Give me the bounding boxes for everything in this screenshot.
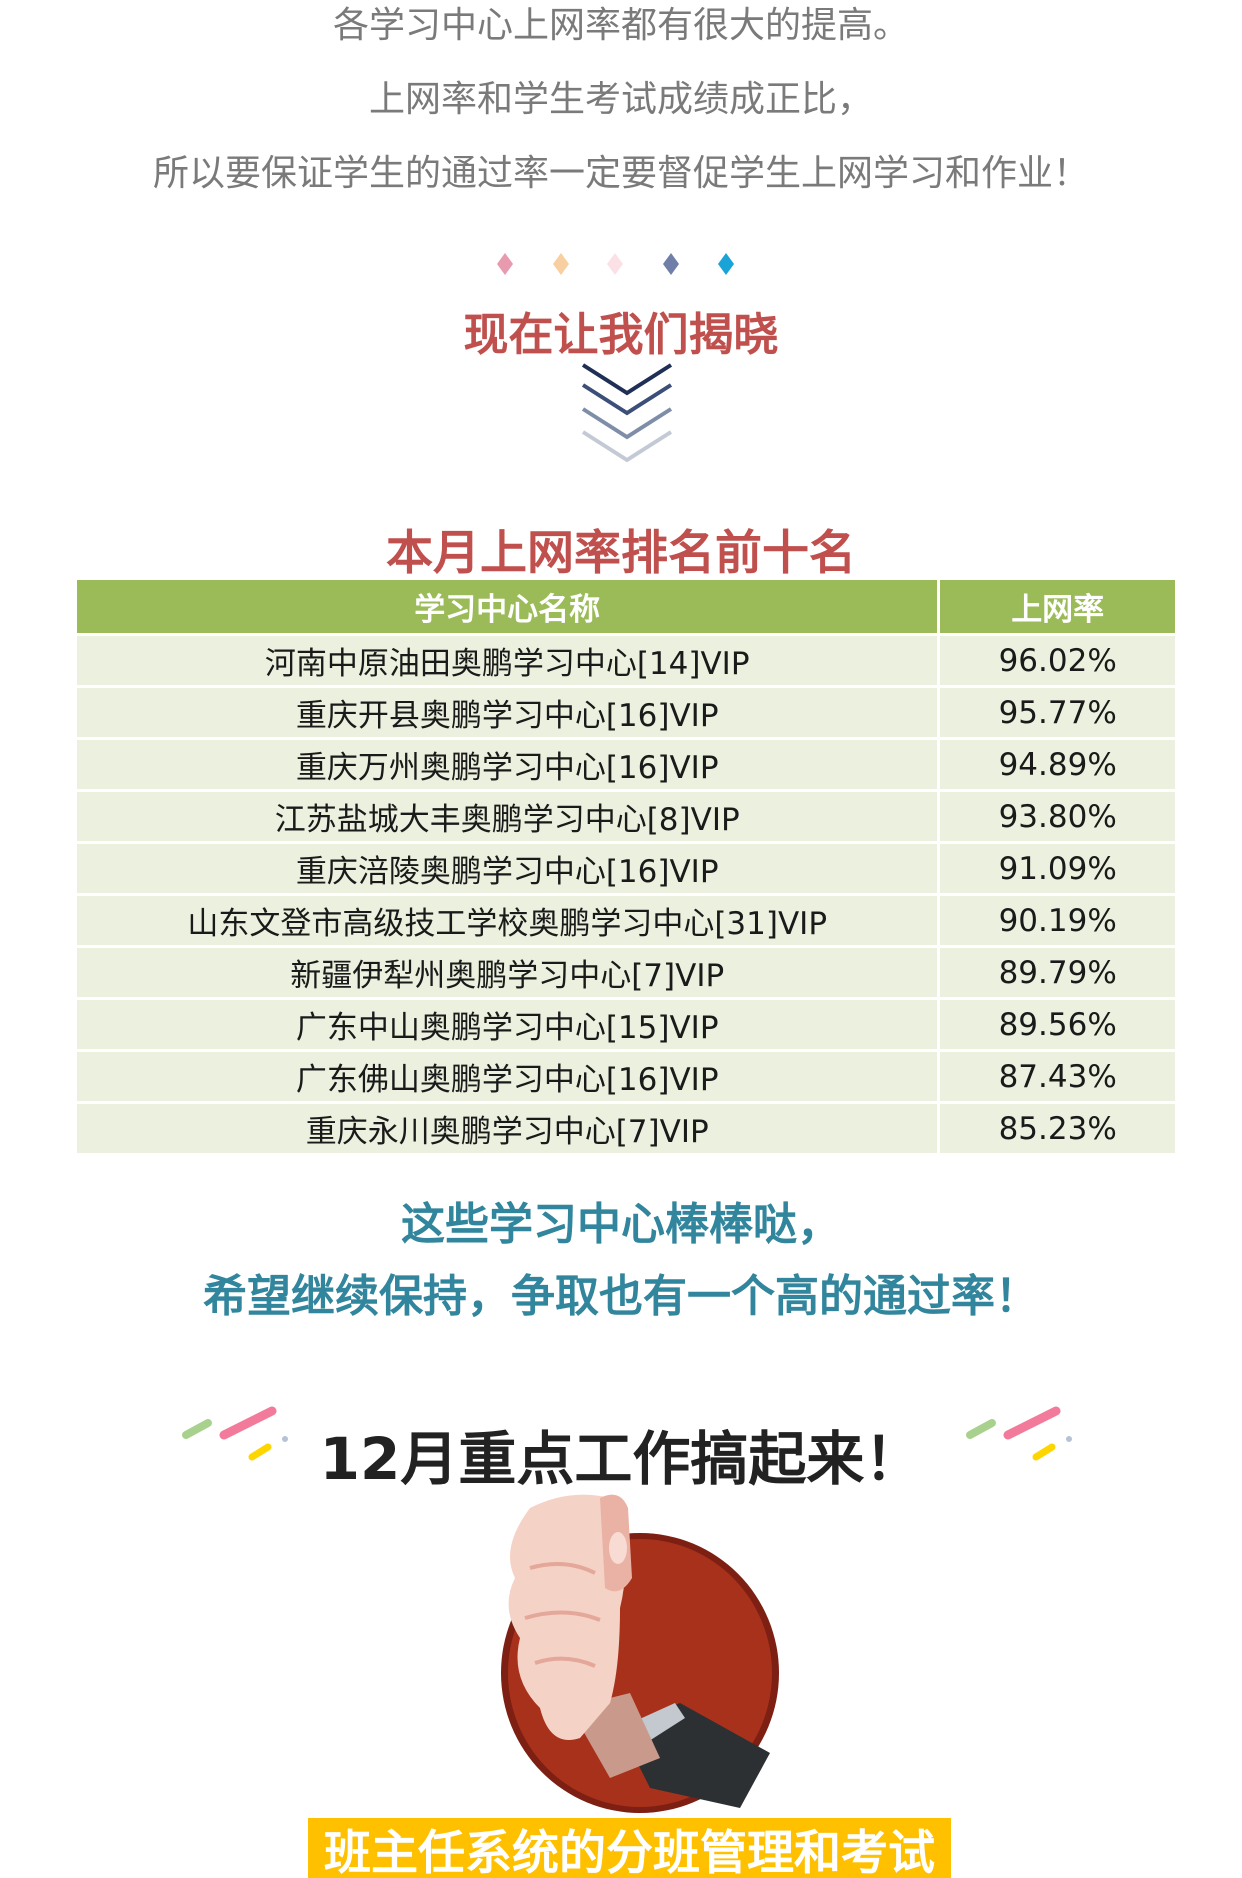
- diamond-icon: [607, 253, 623, 275]
- center-name-cell: 河南中原油田奥鹏学习中心[14]VIP: [77, 636, 941, 688]
- online-rate-cell: 95.77%: [940, 688, 1175, 740]
- online-rate-cell: 90.19%: [940, 896, 1175, 948]
- confetti-icon: [182, 1406, 288, 1461]
- online-rate-cell: 89.79%: [940, 948, 1175, 1000]
- center-name-cell: 重庆开县奥鹏学习中心[16]VIP: [77, 688, 941, 740]
- table-row: 河南中原油田奥鹏学习中心[14]VIP 96.02%: [77, 636, 1175, 688]
- chevrons-down-icon: [581, 363, 673, 462]
- table-header-row: 学习中心名称 上网率: [77, 580, 1175, 636]
- reveal-title: 现在让我们揭晓: [463, 308, 779, 361]
- table-row: 广东佛山奥鹏学习中心[16]VIP 87.43%: [77, 1052, 1175, 1104]
- intro-line-2: 上网率和学生考试成绩成正比，: [368, 79, 873, 120]
- online-rate-cell: 87.43%: [940, 1052, 1175, 1104]
- online-rate-cell: 89.56%: [940, 1000, 1175, 1052]
- center-name-cell: 重庆永川奥鹏学习中心[7]VIP: [77, 1104, 941, 1156]
- work-title: 12月重点工作搞起来！: [319, 1425, 923, 1493]
- section-banner-text: 班主任系统的分班管理和考试: [324, 1826, 935, 1878]
- online-rate-cell: 94.89%: [940, 740, 1175, 792]
- table-row: 江苏盐城大丰奥鹏学习中心[8]VIP 93.80%: [77, 792, 1175, 844]
- table-row: 重庆万州奥鹏学习中心[16]VIP 94.89%: [77, 740, 1175, 792]
- diamond-icon: [553, 253, 569, 275]
- diamond-icon: [497, 253, 513, 275]
- center-name-cell: 新疆伊犁州奥鹏学习中心[7]VIP: [77, 948, 941, 1000]
- section-banner: 班主任系统的分班管理和考试: [308, 1818, 951, 1878]
- center-name-cell: 重庆万州奥鹏学习中心[16]VIP: [77, 740, 941, 792]
- table-row: 新疆伊犁州奥鹏学习中心[7]VIP 89.79%: [77, 948, 1175, 1000]
- center-name-cell: 山东文登市高级技工学校奥鹏学习中心[31]VIP: [77, 896, 941, 948]
- confetti-icon: [966, 1406, 1072, 1461]
- fist-illustration: [501, 1494, 779, 1813]
- table-row: 重庆开县奥鹏学习中心[16]VIP 95.77%: [77, 688, 1175, 740]
- diamond-icon: [663, 253, 679, 275]
- center-name-cell: 广东中山奥鹏学习中心[15]VIP: [77, 1000, 941, 1052]
- intro-line-1: 各学习中心上网率都有很大的提高。: [332, 5, 909, 46]
- center-name-cell: 广东佛山奥鹏学习中心[16]VIP: [77, 1052, 941, 1104]
- ranking-title: 本月上网率排名前十名: [386, 526, 856, 581]
- ranking-table: 学习中心名称 上网率 河南中原油田奥鹏学习中心[14]VIP 96.02% 重庆开县…: [77, 580, 1175, 1156]
- column-header-name: 学习中心名称: [77, 580, 941, 636]
- online-rate-cell: 91.09%: [940, 844, 1175, 896]
- table-row: 山东文登市高级技工学校奥鹏学习中心[31]VIP 90.19%: [77, 896, 1175, 948]
- diamond-icon: [718, 253, 734, 275]
- online-rate-cell: 85.23%: [940, 1104, 1175, 1156]
- table-row: 重庆永川奥鹏学习中心[7]VIP 85.23%: [77, 1104, 1175, 1156]
- column-header-rate: 上网率: [940, 580, 1175, 636]
- online-rate-cell: 93.80%: [940, 792, 1175, 844]
- table-row: 广东中山奥鹏学习中心[15]VIP 89.56%: [77, 1000, 1175, 1052]
- center-name-cell: 重庆涪陵奥鹏学习中心[16]VIP: [77, 844, 941, 896]
- intro-line-3: 所以要保证学生的通过率一定要督促学生上网学习和作业！: [152, 153, 1089, 194]
- online-rate-cell: 96.02%: [940, 636, 1175, 688]
- praise-line-1: 这些学习中心棒棒哒，: [401, 1199, 841, 1250]
- praise-line-2: 希望继续保持，争取也有一个高的通过率！: [203, 1271, 1039, 1322]
- table-row: 重庆涪陵奥鹏学习中心[16]VIP 91.09%: [77, 844, 1175, 896]
- center-name-cell: 江苏盐城大丰奥鹏学习中心[8]VIP: [77, 792, 941, 844]
